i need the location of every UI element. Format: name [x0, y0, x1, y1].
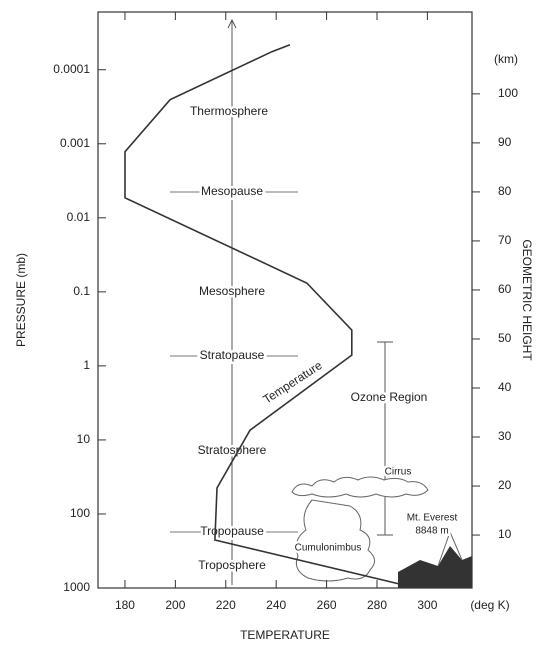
- y-tick-label: 10: [77, 432, 91, 446]
- y2-tick-label: 80: [498, 184, 512, 198]
- y-tick-label: 0.01: [67, 210, 91, 224]
- x-tick-label: 280: [367, 598, 387, 612]
- x-tick-label: 220: [216, 598, 236, 612]
- y2-tick-label: 40: [498, 380, 512, 394]
- y2-tick-label: 90: [498, 135, 512, 149]
- x-axis-title: TEMPERATURE: [240, 628, 330, 642]
- layer-label: Mesopause: [201, 184, 263, 198]
- cloud-label: Cirrus: [385, 467, 412, 478]
- x-axis-unit: (deg K): [470, 598, 509, 612]
- y-tick-label: 100: [70, 506, 90, 520]
- layer-label: Thermosphere: [190, 104, 268, 118]
- y-tick-label: 1000: [63, 580, 90, 594]
- ozone-label: Ozone Region: [351, 390, 428, 404]
- layer-label: Troposphere: [198, 558, 266, 572]
- y2-tick-label: 70: [498, 233, 512, 247]
- x-tick-label: 180: [115, 598, 135, 612]
- cirrus-cloud: [292, 477, 428, 497]
- y-tick-label: 0.1: [73, 284, 90, 298]
- mountain-label: Mt. Everest: [407, 513, 458, 524]
- y2-tick-label: 30: [498, 429, 512, 443]
- layer-label: Mesosphere: [199, 284, 265, 298]
- y2-tick-label: 60: [498, 282, 512, 296]
- mountain: [398, 546, 472, 588]
- y-axis-title: PRESSURE (mb): [14, 253, 28, 347]
- x-tick-label: 300: [417, 598, 437, 612]
- layer-label: Stratopause: [200, 348, 265, 362]
- y2-axis-title: GEOMETRIC HEIGHT: [520, 239, 534, 361]
- y-tick-label: 0.0001: [53, 62, 90, 76]
- x-tick-label: 260: [317, 598, 337, 612]
- y-tick-label: 1: [83, 358, 90, 372]
- y2-tick-label: 100: [498, 86, 518, 100]
- y2-tick-label: 10: [498, 527, 512, 541]
- y2-axis-unit: (km): [494, 52, 518, 66]
- cloud-label: Cumulonimbus: [295, 543, 362, 554]
- x-tick-label: 240: [266, 598, 286, 612]
- x-tick-label: 200: [165, 598, 185, 612]
- layer-label: Stratosphere: [198, 443, 267, 457]
- temperature-curve: [125, 45, 400, 584]
- mountain-label: 8848 m: [415, 526, 448, 537]
- y2-tick-label: 20: [498, 478, 512, 492]
- y-tick-label: 0.001: [60, 136, 90, 150]
- chart: Thermosphere Mesopause Mesosphere Strato…: [0, 0, 538, 648]
- layer-label: Tropopause: [200, 524, 264, 538]
- plot-frame: [98, 12, 472, 588]
- y2-tick-label: 50: [498, 331, 512, 345]
